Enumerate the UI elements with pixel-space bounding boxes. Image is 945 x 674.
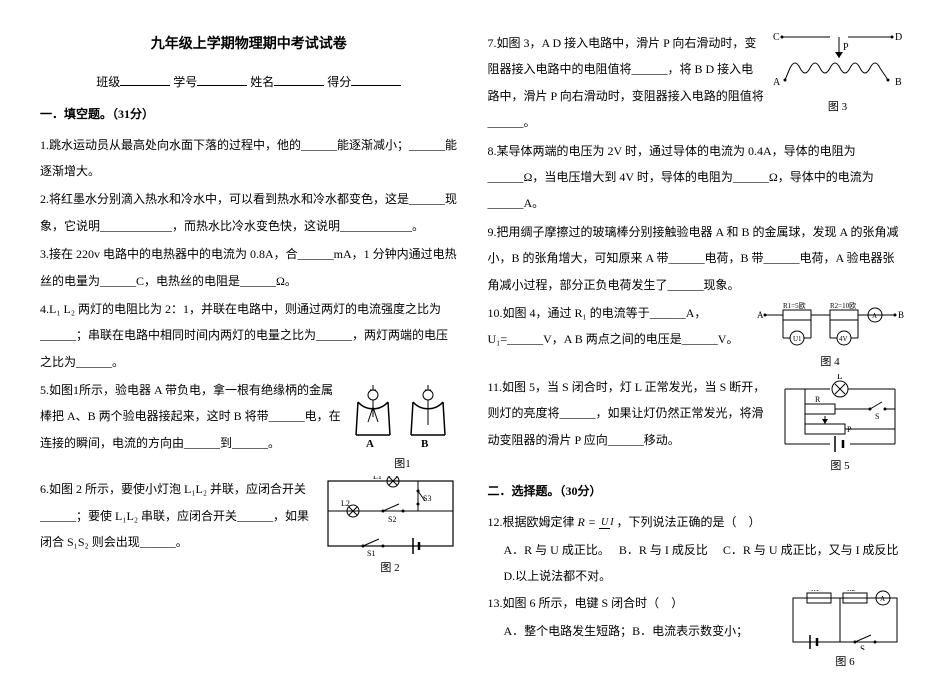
q1: 1.跳水运动员从最高处向水面下落的过程中，他的______能逐渐减小；_____…	[40, 132, 458, 185]
fig5-label: 图 5	[775, 454, 905, 478]
class-label: 班级	[96, 69, 120, 95]
fig4-label: 图 4	[755, 350, 905, 374]
svg-text:D: D	[895, 32, 902, 43]
q13-wrap: R1 R2 A S 图 6 13.如图 6 所示，电键 S 闭合时（ ）	[488, 590, 906, 616]
right-column: C D P A B 图 3 7.如图 3，A D 接入电路	[488, 30, 906, 632]
q7-text: 7.如图 3，A D 接入电路中，滑片 P 向右滑动时，变阻器接入电路中的电阻值…	[488, 36, 764, 129]
q8: 8.某导体两端的电压为 2V 时，通过导体的电流为 0.4A，导体的电阻为___…	[488, 138, 906, 217]
circuit6-svg: R1 R2 A S	[785, 590, 905, 650]
svg-text:B: B	[895, 77, 902, 88]
svg-text:L1: L1	[373, 476, 382, 481]
svg-text:L: L	[837, 374, 843, 381]
q12-options: A．R 与 U 成正比。 B．R 与 I 成反比 C．R 与 U 成正比，又与 …	[488, 537, 906, 563]
svg-text:A: A	[880, 595, 885, 603]
svg-text:B: B	[898, 310, 904, 320]
q7-wrap: C D P A B 图 3 7.如图 3，A D 接入电路	[488, 30, 906, 136]
section1-title: 一．填空题。（31分）	[40, 101, 458, 127]
svg-text:A: A	[773, 77, 781, 88]
score-label: 得分	[327, 69, 351, 95]
figure6: R1 R2 A S 图 6	[785, 590, 905, 674]
circuit5-svg: L R S	[775, 374, 905, 454]
q12: 12.根据欧姆定律 R = UI ，下列说法正确的是（ ）	[488, 509, 906, 535]
q12a: A．R 与 U 成正比。	[504, 543, 604, 557]
fig1-label: 图1	[348, 452, 458, 476]
svg-text:4V: 4V	[839, 335, 848, 343]
q10-wrap: A R1=5欧 R2=10欧 B U1	[488, 300, 906, 353]
svg-text:S: S	[875, 412, 879, 421]
svg-text:R: R	[815, 395, 821, 404]
q2: 2.将红墨水分别滴入热水和冷水中，可以看到热水和冷水都变色，这是______现象…	[40, 186, 458, 239]
svg-text:U1: U1	[793, 335, 802, 343]
q4: 4.L₁ L₂ 两灯的电阻比为 2：1，并联在电路中，则通过两灯的电流强度之比为…	[40, 296, 458, 375]
exam-title: 九年级上学期物理期中考试试卷	[40, 30, 458, 61]
id-label: 学号	[173, 69, 197, 95]
q6-wrap: L1 L2 S2 S3	[40, 476, 458, 555]
q5-wrap: A B 图1 5.如图1所示，验电器 A 带负电，拿一根有绝缘柄的金属棒把 A、…	[40, 377, 458, 456]
q9: 9.把用绸子摩擦过的玻璃棒分别接触验电器 A 和 B 的金属球，发现 A 的张角…	[488, 219, 906, 298]
q13a: A．整个电路发生短路；B．电流表示数变小；	[504, 624, 749, 638]
svg-text:R2=10欧: R2=10欧	[830, 301, 856, 310]
q12b: B．R 与 I 成反比	[619, 543, 708, 557]
electroscope-svg: A B	[348, 377, 458, 452]
figure3: C D P A B 图 3	[770, 30, 905, 119]
svg-text:S3: S3	[423, 494, 431, 503]
svg-text:S: S	[860, 644, 865, 650]
class-blank[interactable]	[120, 74, 170, 86]
q12d-row: D.以上说法都不对。	[488, 563, 906, 589]
circuit4-svg: A R1=5欧 R2=10欧 B U1	[755, 300, 905, 350]
q12d: D.以上说法都不对。	[504, 569, 612, 583]
q3: 3.接在 220v 电路中的电热器中的电流为 0.8A，合______mA，1 …	[40, 241, 458, 294]
q12c: C．R 与 U 成正比，又与 I 成反比	[723, 543, 899, 557]
fig2-label: 图 2	[323, 556, 458, 580]
q12-text: 12.根据欧姆定律	[488, 515, 575, 529]
figure2: L1 L2 S2 S3	[323, 476, 458, 580]
left-column: 九年级上学期物理期中考试试卷 班级 学号 姓名 得分 一．填空题。（31分） 1…	[40, 30, 458, 632]
svg-text:A: A	[757, 310, 764, 320]
svg-text:R1=5欧: R1=5欧	[783, 301, 806, 310]
id-blank[interactable]	[197, 74, 247, 86]
rheostat-svg: C D P A B	[770, 30, 905, 95]
svg-text:P: P	[843, 42, 849, 53]
figure1: A B 图1	[348, 377, 458, 476]
q10-text: 10.如图 4，通过 R₁ 的电流等于______A，U₁=______V，A …	[488, 306, 739, 346]
q13-text: 13.如图 6 所示，电键 S 闭合时（ ）	[488, 596, 684, 610]
q5-text: 5.如图1所示，验电器 A 带负电，拿一根有绝缘柄的金属棒把 A、B 两个验电器…	[40, 383, 341, 450]
q11-wrap: L R S	[488, 374, 906, 453]
q12-tail: ，下列说法正确的是（ ）	[617, 515, 761, 529]
header-info: 班级 学号 姓名 得分	[40, 69, 458, 95]
q12-formula: R = UI	[578, 515, 614, 529]
score-blank[interactable]	[351, 74, 401, 86]
svg-text:S1: S1	[367, 549, 375, 556]
q6-text: 6.如图 2 所示，要使小灯泡 L₁L₂ 并联，应闭合开关______；要使 L…	[40, 482, 309, 549]
svg-text:A: A	[366, 438, 374, 450]
name-label: 姓名	[250, 69, 274, 95]
svg-text:A: A	[872, 312, 877, 320]
svg-text:C: C	[773, 32, 780, 43]
section3-title: 二．选择题。（30分）	[488, 478, 906, 504]
svg-text:L2: L2	[341, 499, 350, 508]
svg-text:R1: R1	[811, 590, 820, 593]
q11-text: 11.如图 5，当 S 闭合时，灯 L 正常发光，当 S 断开，则灯的亮度将__…	[488, 380, 766, 447]
fig3-label: 图 3	[770, 95, 905, 119]
name-blank[interactable]	[274, 74, 324, 86]
svg-text:S2: S2	[388, 515, 396, 524]
svg-text:B: B	[421, 438, 429, 450]
svg-text:R2: R2	[847, 590, 856, 593]
circuit2-svg: L1 L2 S2 S3	[323, 476, 458, 556]
figure5: L R S	[775, 374, 905, 478]
figure4: A R1=5欧 R2=10欧 B U1	[755, 300, 905, 374]
